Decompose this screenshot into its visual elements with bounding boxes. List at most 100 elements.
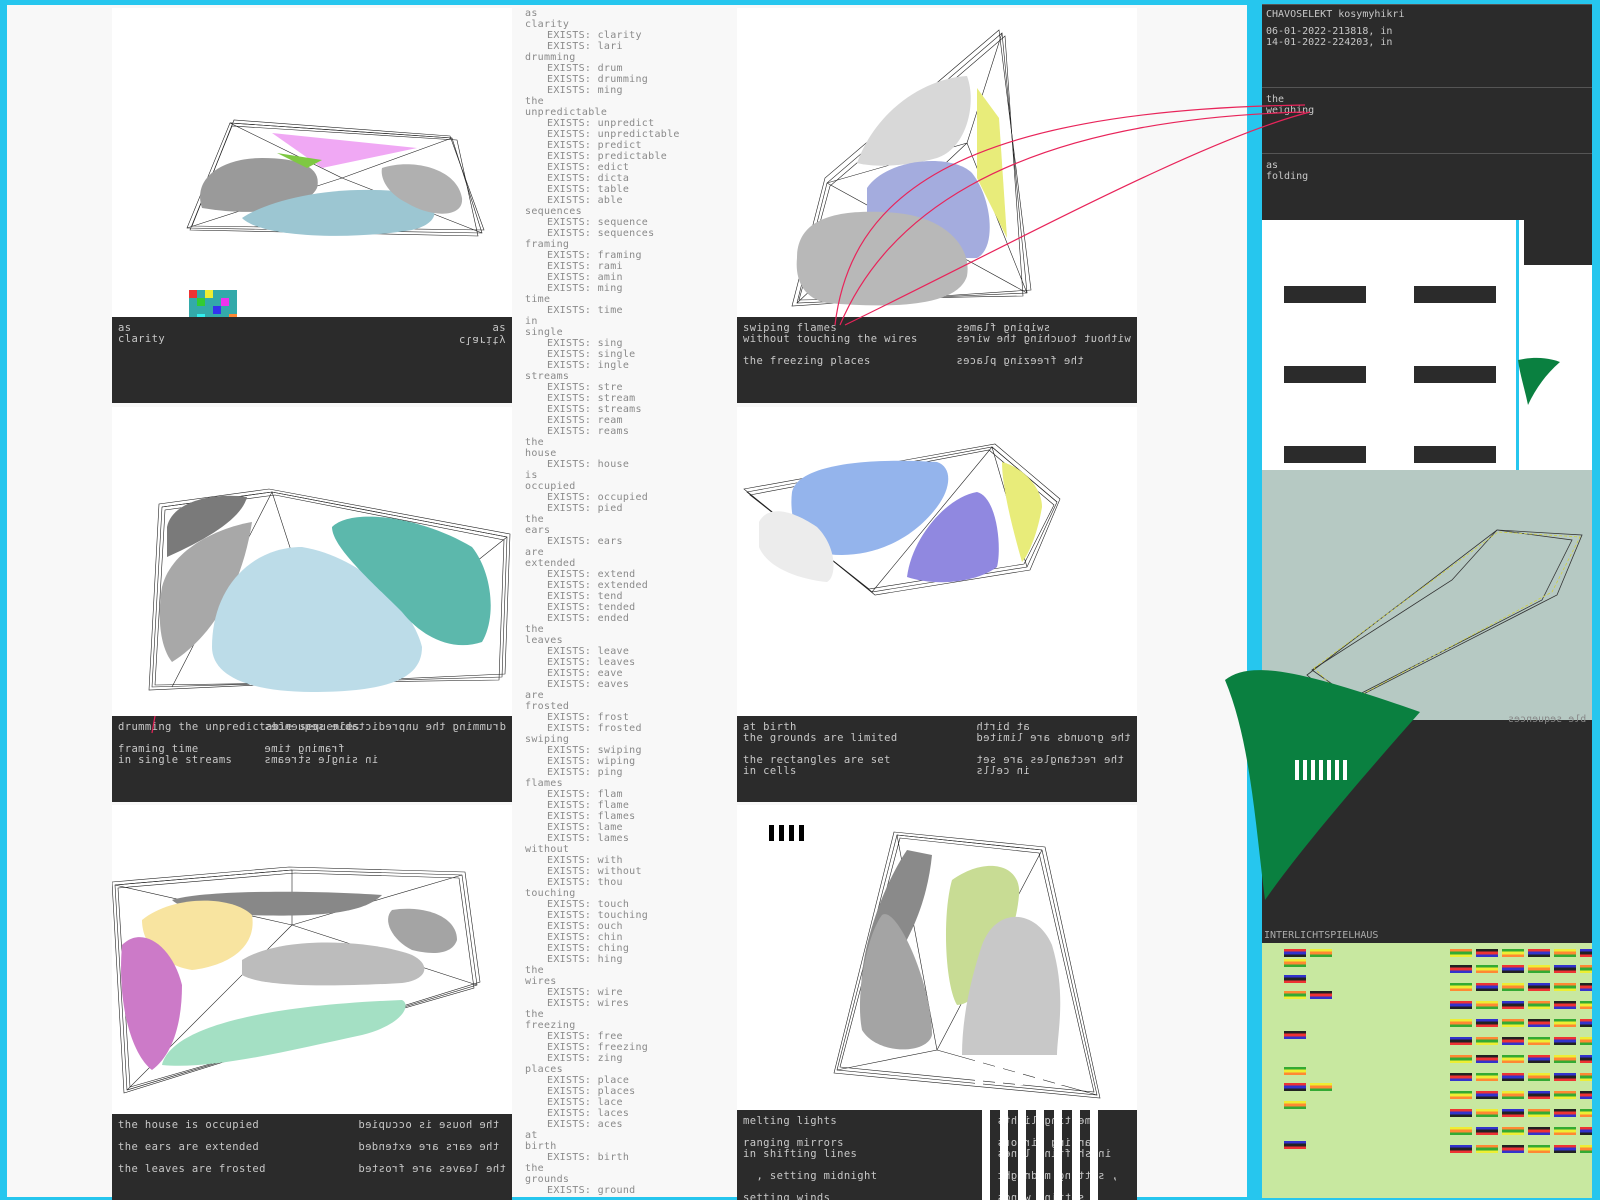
word-entry: the (525, 624, 544, 635)
color-flag (1284, 949, 1306, 957)
color-flag (1284, 1101, 1306, 1109)
thumbnail-grid[interactable] (1262, 220, 1592, 470)
divider (1516, 220, 1519, 470)
word-entry: swiping (525, 734, 570, 745)
log-entry: 06-01-2022-213818, in (1266, 26, 1393, 37)
green-panel-title: INTERLICHTSPIELHAUS (1264, 930, 1379, 941)
exists-entry: EXISTS: unpredictable (547, 129, 680, 140)
exists-entry: EXISTS: lames (547, 833, 630, 844)
caption-right-mirrored: swiping flames without touching the wire… (956, 322, 1131, 367)
color-flag (1502, 1055, 1524, 1063)
poem-panel-3[interactable]: drumming the unpredictable sequences fra… (112, 407, 512, 802)
exists-entry: EXISTS: with (547, 855, 623, 866)
poem-panel-2[interactable]: swiping flames without touching the wire… (737, 8, 1137, 403)
box-word: as (1266, 160, 1279, 171)
exists-entry: EXISTS: streams (547, 404, 642, 415)
color-flag (1284, 975, 1306, 983)
word-entry: are (525, 690, 544, 701)
color-flag (1502, 1073, 1524, 1081)
exists-entry: EXISTS: able (547, 195, 623, 206)
color-flag (1284, 1083, 1306, 1091)
word-entry: flames (525, 778, 563, 789)
color-flag (1528, 965, 1550, 973)
thumbnail[interactable] (1284, 385, 1366, 463)
poem-panel-4[interactable]: at birth the grounds are limited the rec… (737, 407, 1137, 802)
triangulation-drawing (743, 443, 1061, 596)
triangulation-drawing (148, 488, 511, 692)
color-flag (1450, 1037, 1472, 1045)
color-flag (1476, 1055, 1498, 1063)
map-view[interactable] (1262, 470, 1592, 720)
color-flag (1450, 1055, 1472, 1063)
map-caption: ble sequences (1508, 714, 1587, 725)
exists-entry: EXISTS: predictable (547, 151, 668, 162)
color-flag (1476, 1073, 1498, 1081)
exists-entry: EXISTS: touching (547, 910, 649, 921)
exists-entry: EXISTS: single (547, 349, 636, 360)
caption-left: melting lights ranging mirrors in shifti… (743, 1115, 878, 1200)
word-entry: the (525, 514, 544, 525)
color-flag (1476, 1001, 1498, 1009)
color-flag (1284, 1031, 1306, 1039)
color-flag (1310, 991, 1332, 999)
color-flag (1580, 1127, 1592, 1135)
color-flag (1450, 949, 1472, 957)
color-flag (1284, 1141, 1306, 1149)
route-map (1306, 529, 1583, 706)
color-flag (1580, 1073, 1592, 1081)
exists-entry: EXISTS: ouch (547, 921, 623, 932)
color-flag (1528, 1109, 1550, 1117)
exists-entry: EXISTS: wire (547, 987, 623, 998)
color-flag (1554, 1019, 1576, 1027)
color-flag (1554, 1001, 1576, 1009)
word-entry: birth (525, 1141, 557, 1152)
exists-entry: EXISTS: framing (547, 250, 642, 261)
exists-entry: EXISTS: flames (547, 811, 636, 822)
color-flag (1528, 1145, 1550, 1153)
color-flag (1580, 983, 1592, 991)
exists-entry: EXISTS: thou (547, 877, 623, 888)
exists-entry: EXISTS: places (547, 1086, 636, 1097)
word-entry: is (525, 470, 538, 481)
thumbnail[interactable] (1414, 305, 1496, 383)
poem-panel-6[interactable]: melting lights ranging mirrors in shifti… (737, 805, 1137, 1200)
exists-entry: EXISTS: leave (547, 646, 630, 657)
exists-entry: EXISTS: ears (547, 536, 623, 547)
log-entry: 14-01-2022-224203, in (1266, 37, 1393, 48)
caption-left: drumming the unpredictable sequences fra… (118, 721, 360, 766)
exists-entry: EXISTS: eave (547, 668, 623, 679)
color-flag (1502, 1019, 1524, 1027)
color-flag (1554, 1073, 1576, 1081)
exists-entry: EXISTS: ching (547, 943, 630, 954)
thumbnail[interactable] (1414, 225, 1496, 303)
thumbnail[interactable] (1284, 225, 1366, 303)
word-entry: framing (525, 239, 570, 250)
poem-panel-5[interactable]: the house is occupied the ears are exten… (112, 805, 512, 1200)
color-flag (1476, 1145, 1498, 1153)
thumbnail[interactable] (1414, 385, 1496, 463)
poem-panel-1[interactable]: as as clarity clarity (112, 8, 512, 403)
color-flag (1580, 1055, 1592, 1063)
sidebar-word-box: as folding (1262, 153, 1592, 220)
exists-entry: EXISTS: stream (547, 393, 636, 404)
color-flag (1450, 1127, 1472, 1135)
exists-entry: EXISTS: amin (547, 272, 623, 283)
color-flag (1450, 1145, 1472, 1153)
color-flag (1554, 1055, 1576, 1063)
word-entry: extended (525, 558, 576, 569)
caption-bar: swiping flames without touching the wire… (737, 317, 1137, 403)
caption-bar: as as clarity clarity (112, 317, 512, 403)
word-entry: occupied (525, 481, 576, 492)
caption-left: the house is occupied the ears are exten… (118, 1119, 266, 1175)
word-entry: the (525, 437, 544, 448)
caption-left: as (118, 322, 132, 334)
box-word: the (1266, 94, 1285, 105)
color-flag (1284, 959, 1306, 967)
barcode-stripes (982, 1110, 1098, 1200)
exists-entry: EXISTS: reams (547, 426, 630, 437)
exists-entry: EXISTS: edict (547, 162, 630, 173)
sidebar-title: CHAVOSELEKT kosymyhikri (1266, 9, 1405, 20)
color-flag (1580, 1019, 1592, 1027)
thumbnail[interactable] (1284, 305, 1366, 383)
exists-entry: EXISTS: tended (547, 602, 636, 613)
